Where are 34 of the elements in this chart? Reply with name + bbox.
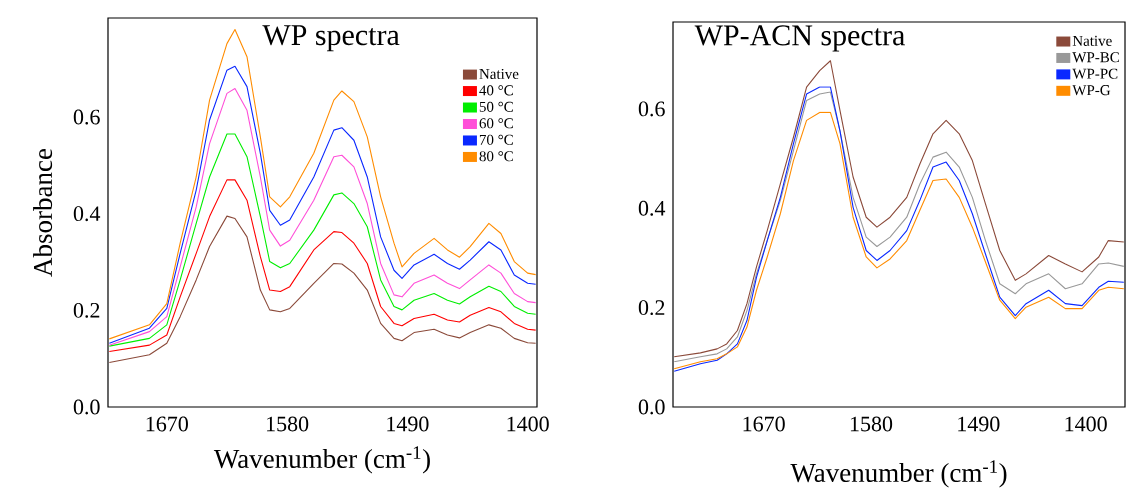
line-series (108, 179, 537, 352)
legend-label: 60 °C (479, 118, 513, 129)
x-tick-label: 1400 (1065, 416, 1107, 432)
chart-title: WP spectra (262, 25, 400, 52)
y-tick-label: 0.2 (73, 302, 100, 318)
legend-label: Native (479, 68, 519, 79)
x-tick-label: 1400 (507, 416, 549, 432)
y-axis-title: Absorbance (33, 148, 53, 277)
x-tick-label: 1670 (743, 416, 785, 432)
y-tick-label: 0.0 (638, 399, 665, 415)
y-tick-label: 0.6 (638, 101, 665, 117)
legend-label: WP-G (1072, 85, 1111, 96)
y-tick-label: 0.2 (638, 300, 665, 316)
legend-label: 50 °C (479, 101, 513, 112)
legend-label: 70 °C (479, 134, 513, 145)
x-tick-label: 1490 (958, 416, 1000, 432)
y-tick-label: 0.6 (73, 109, 100, 125)
x-axis-title: Wavenumber (cm$^{-1}$) (790, 460, 1007, 488)
legend-label: 40 °C (479, 85, 513, 96)
legend-label: WP-BC (1072, 52, 1119, 63)
x-tick-label: 1670 (146, 416, 188, 432)
x-tick-label: 1580 (850, 416, 893, 432)
y-tick-label: 0.0 (73, 399, 100, 415)
x-tick-label: 1580 (267, 416, 309, 432)
legend-label: WP-PC (1072, 68, 1118, 79)
x-tick-label: 1490 (387, 416, 429, 432)
y-tick-label: 0.4 (73, 206, 101, 222)
y-tick-label: 0.4 (638, 200, 666, 216)
line-series (108, 215, 537, 364)
legend-label: 80 °C (479, 151, 513, 162)
line-series (108, 133, 537, 347)
x-axis-title: Wavenumber (cm$^{-1}$) (213, 446, 430, 474)
chart-title: WP-ACN spectra (694, 25, 905, 52)
legend-label: Native (1072, 35, 1112, 46)
